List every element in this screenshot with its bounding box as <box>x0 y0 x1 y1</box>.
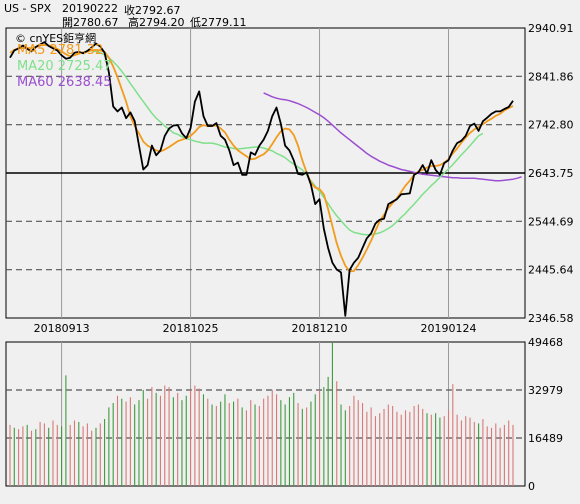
volume-tick-label: 0 <box>528 480 535 493</box>
y-tick-label: 2445.64 <box>528 264 574 277</box>
low-price-label: 低2779.11 <box>190 14 247 30</box>
volume-panel[interactable]: 49468 32979 16489 0 <box>6 336 563 493</box>
legend-ma20: MA20 2725.47 <box>17 59 112 74</box>
volume-tick-label: 16489 <box>528 432 563 445</box>
x-tick-label: 20190124 <box>421 322 477 335</box>
y-tick-label: 2742.80 <box>528 119 574 132</box>
y-tick-label: 2940.91 <box>528 22 574 35</box>
legend-ma60: MA60 2638.45 <box>17 75 112 90</box>
x-tick-label: 20180913 <box>34 322 90 335</box>
legend-ma5: MA5 2781.32 <box>17 43 103 58</box>
y-tick-label: 2544.69 <box>528 215 574 228</box>
x-tick-label: 20181210 <box>292 322 348 335</box>
volume-tick-label: 32979 <box>528 384 563 397</box>
x-tick-label: 20181025 <box>163 322 219 335</box>
volume-tick-label: 49468 <box>528 336 563 349</box>
open-price-label: 開2780.67 <box>62 14 119 30</box>
high-price-label: 高2794.20 <box>128 14 185 30</box>
y-tick-label: 2841.86 <box>528 70 574 83</box>
y-tick-label: 2643.75 <box>528 167 574 180</box>
y-tick-label: 2346.58 <box>528 312 574 325</box>
symbol-label: US - SPX <box>4 2 51 15</box>
volume-panel-frame <box>6 342 525 486</box>
